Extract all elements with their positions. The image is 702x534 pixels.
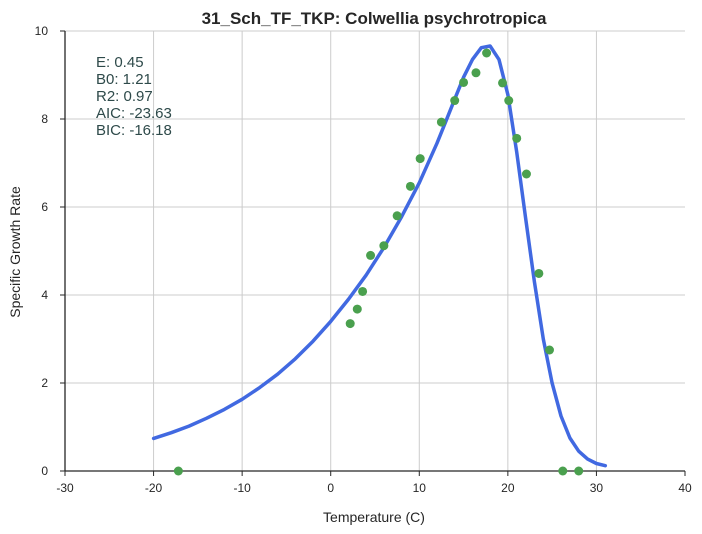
x-tick-label: 30	[590, 481, 604, 495]
fit-curve	[151, 44, 608, 468]
data-point	[574, 466, 584, 476]
data-point	[436, 117, 446, 127]
x-axis-label: Temperature (C)	[323, 509, 425, 525]
data-point	[345, 319, 355, 329]
data-point	[521, 169, 531, 179]
fit-statistic-line: BIC: -16.18	[96, 122, 172, 139]
fit-statistic-line: R2: 0.97	[96, 88, 153, 105]
data-point	[415, 154, 425, 164]
y-tick-label: 0	[41, 464, 48, 478]
fit-statistic-line: E: 0.45	[96, 54, 144, 71]
y-tick-label: 10	[35, 24, 49, 38]
data-point	[482, 48, 492, 58]
data-point	[392, 211, 402, 221]
data-point	[366, 250, 376, 260]
y-axis-label: Specific Growth Rate	[7, 186, 23, 318]
x-tick-label: -10	[233, 481, 251, 495]
data-point	[504, 96, 514, 106]
data-point	[459, 77, 469, 87]
x-tick-label: 10	[413, 481, 427, 495]
axes	[64, 31, 685, 472]
data-point	[512, 133, 522, 143]
chart-title: 31_Sch_TF_TKP: Colwellia psychrotropica	[202, 9, 547, 28]
x-tick-label: 0	[327, 481, 334, 495]
ticks: -30 -20 -10 0 10 20 30 40 0 2 4 6 8 10	[35, 24, 692, 495]
fit-statistic-line: B0: 1.21	[96, 71, 152, 88]
y-tick-label: 2	[41, 376, 48, 390]
data-point	[450, 96, 460, 106]
y-tick-label: 4	[41, 288, 48, 302]
data-point	[173, 466, 183, 476]
data-point	[379, 241, 389, 251]
x-tick-label: -20	[145, 481, 163, 495]
data-point	[534, 268, 544, 278]
data-point	[498, 78, 508, 88]
x-tick-label: 20	[501, 481, 515, 495]
fit-curve-group	[151, 44, 608, 468]
x-tick-label: -30	[56, 481, 74, 495]
x-tick-label: 40	[678, 481, 692, 495]
data-point	[405, 181, 415, 191]
data-point	[352, 304, 362, 314]
data-points	[173, 48, 584, 476]
y-tick-label: 6	[41, 200, 48, 214]
fit-statistic-line: AIC: -23.63	[96, 105, 172, 122]
data-point	[544, 345, 554, 355]
grid	[65, 30, 685, 471]
data-point	[558, 466, 568, 476]
data-point	[358, 286, 368, 296]
y-tick-label: 8	[41, 112, 48, 126]
data-point	[471, 68, 481, 78]
